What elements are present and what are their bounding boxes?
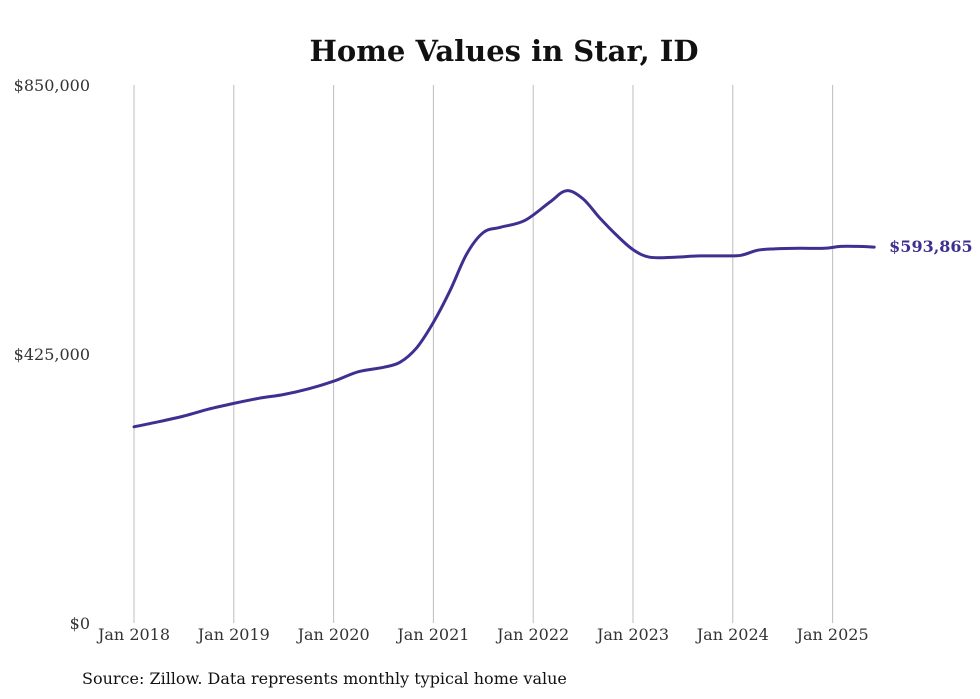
series-group: $593,865 <box>132 189 973 429</box>
x-tick-label: Jan 2018 <box>96 625 170 644</box>
x-tick-label: Jan 2024 <box>695 625 769 644</box>
end-value-label: $593,865 <box>889 237 973 256</box>
y-axis-ticks: $0 $425,000 $850,000 <box>14 76 90 633</box>
x-tick-label: Jan 2023 <box>595 625 669 644</box>
gridlines <box>133 85 834 623</box>
x-tick-label: Jan 2019 <box>196 625 270 644</box>
x-tick-label: Jan 2021 <box>395 625 469 644</box>
y-tick-label: $0 <box>70 614 90 633</box>
x-tick-label: Jan 2025 <box>795 625 869 644</box>
x-tick-label: Jan 2020 <box>296 625 370 644</box>
x-axis-ticks: Jan 2018 Jan 2019 Jan 2020 Jan 2021 Jan 2022… <box>96 625 869 644</box>
chart-title: Home Values in Star, ID <box>310 34 699 68</box>
y-tick-label: $425,000 <box>14 345 90 364</box>
source-note: Source: Zillow. Data represents monthly … <box>82 669 567 688</box>
y-tick-label: $850,000 <box>14 76 90 95</box>
x-tick-label: Jan 2022 <box>495 625 569 644</box>
home-value-line <box>132 189 876 429</box>
